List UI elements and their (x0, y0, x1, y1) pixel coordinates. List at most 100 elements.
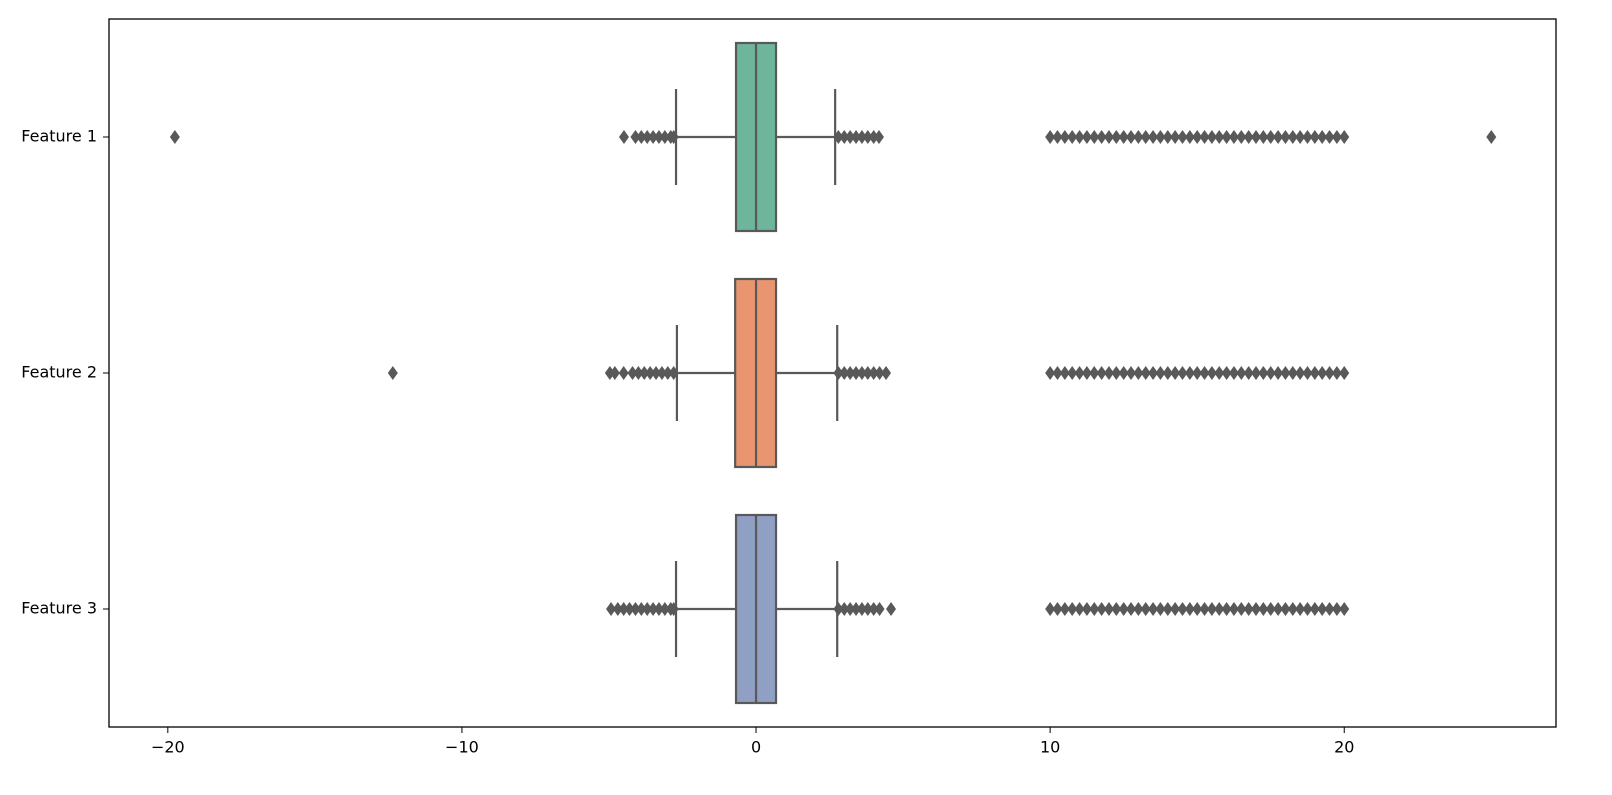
outlier (1309, 366, 1320, 380)
outlier (1103, 130, 1114, 144)
outlier (1214, 366, 1225, 380)
outlier (1214, 130, 1225, 144)
outlier (1251, 602, 1262, 616)
outlier (668, 130, 679, 144)
outlier (881, 366, 892, 380)
outlier (1155, 602, 1166, 616)
outlier (612, 602, 623, 616)
outlier (1126, 366, 1137, 380)
outlier (651, 366, 662, 380)
outlier (1287, 130, 1298, 144)
outlier (1302, 366, 1313, 380)
outlier (633, 366, 644, 380)
outlier (1302, 130, 1313, 144)
outlier (630, 130, 641, 144)
outlier (1295, 602, 1306, 616)
x-tick-label: −20 (151, 738, 185, 757)
outlier (1096, 130, 1107, 144)
outlier (1214, 602, 1225, 616)
outlier (1221, 602, 1232, 616)
outlier (1081, 130, 1092, 144)
outlier (1331, 366, 1342, 380)
outlier (845, 366, 856, 380)
outlier (1206, 602, 1217, 616)
outlier (1280, 366, 1291, 380)
outlier (1317, 130, 1328, 144)
outlier (169, 130, 180, 144)
outlier (1199, 602, 1210, 616)
outlier (1045, 130, 1056, 144)
outlier (833, 366, 844, 380)
outlier (1265, 602, 1276, 616)
outlier (1243, 366, 1254, 380)
outlier (1184, 602, 1195, 616)
outlier (1103, 602, 1114, 616)
outlier (1155, 130, 1166, 144)
outlier (1273, 130, 1284, 144)
outlier (1236, 130, 1247, 144)
outlier (1118, 366, 1129, 380)
outlier (1162, 130, 1173, 144)
outlier (1155, 366, 1166, 380)
outlier (1258, 602, 1269, 616)
outlier (1140, 366, 1151, 380)
outlier (1045, 602, 1056, 616)
outlier (1140, 602, 1151, 616)
x-tick-label: 0 (751, 738, 761, 757)
outlier (1331, 130, 1342, 144)
outlier (1258, 366, 1269, 380)
outlier (1148, 130, 1159, 144)
outlier (387, 366, 398, 380)
outlier (1118, 130, 1129, 144)
x-tick-label: 10 (1040, 738, 1060, 757)
outlier (839, 130, 850, 144)
outlier (833, 602, 844, 616)
outlier (624, 602, 635, 616)
outlier (1339, 602, 1350, 616)
outlier (1236, 366, 1247, 380)
x-tick-label: −10 (445, 738, 479, 757)
outlier (636, 602, 647, 616)
outlier (851, 366, 862, 380)
outlier (1324, 602, 1335, 616)
outlier (668, 602, 679, 616)
outlier (1140, 130, 1151, 144)
outlier (618, 130, 629, 144)
outlier (839, 366, 850, 380)
outlier (868, 366, 879, 380)
outlier (1309, 130, 1320, 144)
outlier (845, 602, 856, 616)
outlier (1133, 366, 1144, 380)
outlier (862, 130, 873, 144)
outlier (656, 366, 667, 380)
y-tick-label: Feature 2 (21, 363, 97, 382)
outlier (868, 602, 879, 616)
outlier (1192, 130, 1203, 144)
outlier (1103, 366, 1114, 380)
outlier (1251, 130, 1262, 144)
outlier (1251, 366, 1262, 380)
outlier (1089, 602, 1100, 616)
outlier (833, 130, 844, 144)
outlier (1081, 366, 1092, 380)
outlier (1052, 602, 1063, 616)
outlier (851, 130, 862, 144)
outlier (1170, 602, 1181, 616)
outlier (639, 366, 650, 380)
outlier (1096, 366, 1107, 380)
outlier (1317, 602, 1328, 616)
outlier (668, 366, 679, 380)
outlier (1074, 130, 1085, 144)
outlier (856, 366, 867, 380)
outlier (1089, 130, 1100, 144)
outlier (1111, 130, 1122, 144)
outlier (874, 366, 885, 380)
outlier (648, 602, 659, 616)
outlier (1081, 602, 1092, 616)
outlier (659, 130, 670, 144)
outlier (845, 130, 856, 144)
outlier (839, 602, 850, 616)
outlier (1096, 602, 1107, 616)
outlier (1280, 130, 1291, 144)
